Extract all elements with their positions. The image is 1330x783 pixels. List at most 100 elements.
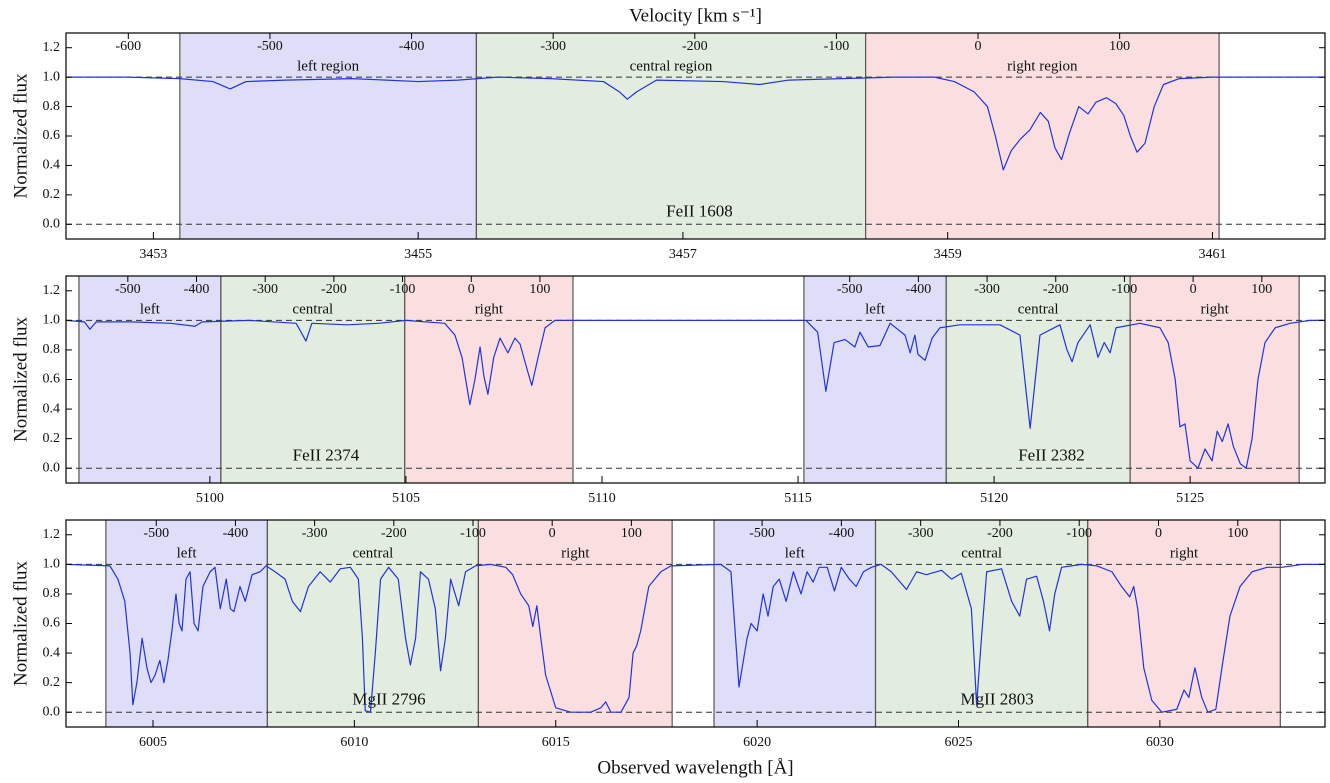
x-axis-title: Observed wavelength [Å] (597, 757, 793, 778)
x-tick-label: 3455 (404, 247, 432, 262)
x-tick-label: 6015 (542, 735, 570, 750)
velocity-tick-label: 0 (1190, 282, 1197, 297)
velocity-tick-label: 100 (1109, 39, 1130, 54)
top-axis-title: Velocity [km s⁻¹] (629, 5, 762, 26)
velocity-tick-label: -400 (223, 526, 249, 541)
region (1087, 520, 1281, 727)
y-tick-label: 1.2 (43, 527, 61, 542)
velocity-tick-label: 100 (1251, 282, 1272, 297)
region (267, 520, 479, 727)
velocity-tick-label: -600 (115, 39, 141, 54)
region-label: central region (630, 58, 713, 74)
velocity-tick-label: -400 (184, 282, 210, 297)
velocity-tick-label: 0 (1155, 526, 1162, 541)
velocity-tick-label: -500 (749, 526, 775, 541)
region-label: central (1018, 301, 1059, 317)
region (105, 520, 268, 727)
velocity-tick-label: -100 (390, 282, 416, 297)
y-tick-label: 0.2 (43, 187, 61, 202)
x-tick-label: 5105 (392, 491, 420, 506)
y-tick-label: 0.6 (43, 128, 61, 143)
y-tick-label: 0.8 (43, 586, 61, 601)
velocity-tick-label: 0 (549, 526, 556, 541)
velocity-tick-label: 100 (1227, 526, 1248, 541)
region-label: left (785, 545, 806, 561)
velocity-tick-label: 100 (529, 282, 550, 297)
y-tick-label: 0.0 (43, 704, 61, 719)
region-label: central (292, 301, 333, 317)
x-tick-label: 3461 (1198, 247, 1226, 262)
velocity-tick-label: 0 (468, 282, 475, 297)
y-tick-label: 0.2 (43, 675, 61, 690)
y-axis-title: Normalized flux (10, 560, 31, 686)
velocity-tick-label: -300 (252, 282, 278, 297)
velocity-tick-label: 0 (975, 39, 982, 54)
region (865, 33, 1220, 239)
y-tick-label: 0.8 (43, 342, 61, 357)
x-tick-label: 5110 (588, 491, 615, 506)
x-tick-label: 3453 (139, 247, 167, 262)
y-tick-label: 0.8 (43, 99, 61, 114)
region-label: right region (1007, 58, 1078, 74)
region (875, 520, 1088, 727)
region (404, 276, 573, 483)
y-tick-label: 0.4 (43, 401, 61, 416)
region-label: right (1200, 301, 1229, 317)
x-tick-label: 5120 (980, 491, 1008, 506)
region-label: left (140, 301, 161, 317)
region (179, 33, 477, 239)
x-tick-label: 6020 (743, 735, 771, 750)
transition-label: FeII 2382 (1018, 445, 1085, 464)
spectrum-line (66, 76, 1325, 171)
velocity-tick-label: -100 (824, 39, 850, 54)
velocity-tick-label: -500 (143, 526, 169, 541)
y-tick-label: 0.6 (43, 616, 61, 631)
y-tick-label: 0.0 (43, 460, 61, 475)
x-tick-label: 5100 (196, 491, 224, 506)
region-label: central (961, 545, 1002, 561)
y-tick-label: 0.0 (43, 217, 61, 232)
velocity-tick-label: -100 (1066, 526, 1092, 541)
velocity-tick-label: -100 (460, 526, 486, 541)
region-label: central (352, 545, 393, 561)
velocity-tick-label: -500 (115, 282, 141, 297)
velocity-tick-label: -300 (908, 526, 934, 541)
region (220, 276, 405, 483)
region (476, 33, 866, 239)
y-tick-label: 0.2 (43, 431, 61, 446)
velocity-tick-label: -100 (1112, 282, 1138, 297)
velocity-tick-label: -400 (829, 526, 855, 541)
velocity-tick-label: -300 (302, 526, 328, 541)
region (78, 276, 221, 483)
velocity-tick-label: -200 (321, 282, 347, 297)
region (714, 520, 876, 727)
y-tick-label: 1.0 (43, 69, 61, 84)
transition-label: MgII 2803 (961, 689, 1034, 708)
x-tick-label: 6030 (1146, 735, 1174, 750)
velocity-tick-label: -500 (837, 282, 863, 297)
y-axis-title: Normalized flux (10, 316, 31, 442)
x-tick-label: 6005 (139, 735, 167, 750)
region-label: right (475, 301, 504, 317)
velocity-tick-label: -200 (1043, 282, 1069, 297)
y-tick-label: 1.2 (43, 283, 61, 298)
y-tick-label: 0.6 (43, 372, 61, 387)
velocity-tick-label: -400 (399, 39, 425, 54)
velocity-tick-label: -200 (987, 526, 1013, 541)
transition-label: FeII 2374 (293, 445, 360, 464)
y-tick-label: 1.2 (43, 40, 61, 55)
region (478, 520, 673, 727)
region-label: left (177, 545, 198, 561)
y-tick-label: 1.0 (43, 313, 61, 328)
region-label: right (1170, 545, 1199, 561)
transition-label: FeII 1608 (666, 201, 733, 220)
velocity-tick-label: -200 (682, 39, 708, 54)
spectrum-line (65, 319, 1325, 469)
region-label: right (561, 545, 590, 561)
x-tick-label: 3457 (669, 247, 697, 262)
velocity-tick-label: -400 (906, 282, 932, 297)
velocity-tick-label: -500 (257, 39, 283, 54)
y-axis-title: Normalized flux (10, 73, 31, 199)
region-label: left (865, 301, 886, 317)
